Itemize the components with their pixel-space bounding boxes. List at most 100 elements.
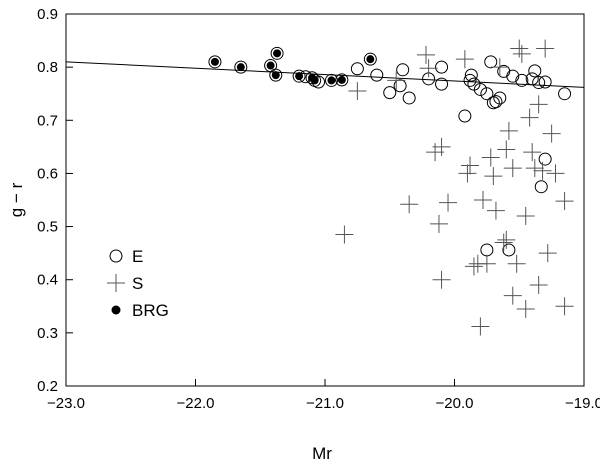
point-s	[529, 95, 548, 114]
point-e	[435, 77, 449, 91]
brg-dot	[271, 71, 280, 80]
point-s	[461, 156, 480, 175]
brg-ring	[292, 69, 306, 83]
brg-ring	[270, 46, 284, 60]
point-s	[529, 276, 548, 295]
point-s	[439, 193, 458, 212]
fit-line	[65, 61, 585, 88]
point-s	[555, 297, 574, 316]
y-tick-label: 0.2	[37, 378, 58, 395]
point-e	[502, 243, 516, 257]
brg-dot	[310, 76, 319, 85]
brg-ring	[324, 73, 338, 87]
brg-ring	[208, 55, 222, 69]
x-tick-label: −20.0	[436, 395, 474, 412]
legend-label-s: S	[132, 274, 143, 293]
point-e	[515, 73, 529, 87]
point-e	[493, 91, 507, 105]
point-e	[480, 87, 494, 101]
point-s	[533, 161, 552, 180]
legend-label-e: E	[132, 247, 143, 266]
point-e	[473, 82, 487, 96]
point-s	[523, 143, 542, 162]
point-s	[516, 206, 535, 225]
y-tick-label: 0.4	[37, 272, 58, 289]
point-s	[490, 58, 509, 77]
point-brg	[363, 52, 377, 66]
brg-ring	[335, 73, 349, 87]
point-s	[494, 233, 513, 252]
point-s	[512, 44, 531, 63]
point-s	[499, 121, 518, 140]
y-axis-label: g − r	[7, 182, 26, 217]
legend-marker-brg	[111, 305, 121, 315]
point-e	[370, 68, 384, 82]
plot-frame	[65, 13, 585, 387]
point-s	[335, 225, 354, 244]
point-e	[402, 91, 416, 105]
point-brg	[308, 73, 322, 87]
point-e	[528, 64, 542, 78]
point-brg	[335, 73, 349, 87]
brg-ring	[308, 73, 322, 87]
brg-dot	[236, 63, 245, 72]
x-axis-label: Mr	[312, 444, 332, 463]
brg-dot	[366, 55, 375, 64]
brg-dot	[295, 72, 304, 81]
point-e	[435, 60, 449, 74]
point-s	[525, 159, 544, 178]
point-e	[489, 95, 503, 109]
y-tick-label: 0.9	[37, 6, 58, 23]
legend: E S BRG	[107, 247, 169, 320]
point-s	[419, 59, 438, 78]
point-s	[520, 108, 539, 127]
point-e	[350, 62, 364, 76]
point-s	[516, 299, 535, 318]
point-e	[393, 79, 407, 93]
point-s	[455, 50, 474, 69]
point-s	[458, 164, 477, 183]
point-brg	[324, 73, 338, 87]
y-axis-ticks: 0.2 0.3 0.4 0.5 0.6 0.7 0.8 0.9	[37, 6, 73, 395]
point-s	[348, 82, 367, 101]
point-s	[538, 244, 557, 263]
point-s	[542, 124, 561, 143]
point-s	[477, 254, 496, 273]
brg-dot	[327, 76, 336, 85]
point-s	[429, 214, 448, 233]
point-e	[538, 152, 552, 166]
point-brg	[292, 69, 306, 83]
point-s	[387, 71, 406, 90]
point-s	[497, 140, 516, 159]
point-s	[400, 195, 419, 214]
x-tick-label: −23.0	[47, 395, 85, 412]
legend-label-brg: BRG	[132, 301, 169, 320]
point-s	[546, 164, 565, 183]
point-s	[464, 257, 483, 276]
point-s	[481, 148, 500, 167]
y-tick-label: 0.8	[37, 59, 58, 76]
point-e	[506, 69, 520, 83]
point-s	[417, 45, 436, 64]
point-brg	[270, 46, 284, 60]
point-e	[532, 76, 546, 90]
point-e	[525, 72, 539, 86]
point-e	[558, 87, 572, 101]
point-s	[432, 270, 451, 289]
point-s	[432, 137, 451, 156]
brg-dot	[266, 61, 275, 70]
point-s	[536, 39, 555, 58]
brg-dot	[337, 75, 346, 84]
point-s	[471, 317, 490, 336]
brg-ring	[363, 52, 377, 66]
data-points	[208, 39, 574, 336]
point-s	[486, 201, 505, 220]
point-e	[383, 86, 397, 100]
y-tick-label: 0.6	[37, 165, 58, 182]
point-e	[458, 109, 472, 123]
point-s	[507, 254, 526, 273]
point-e	[538, 75, 552, 89]
legend-marker-e	[109, 249, 123, 263]
y-tick-label: 0.3	[37, 325, 58, 342]
brg-ring	[234, 60, 248, 74]
